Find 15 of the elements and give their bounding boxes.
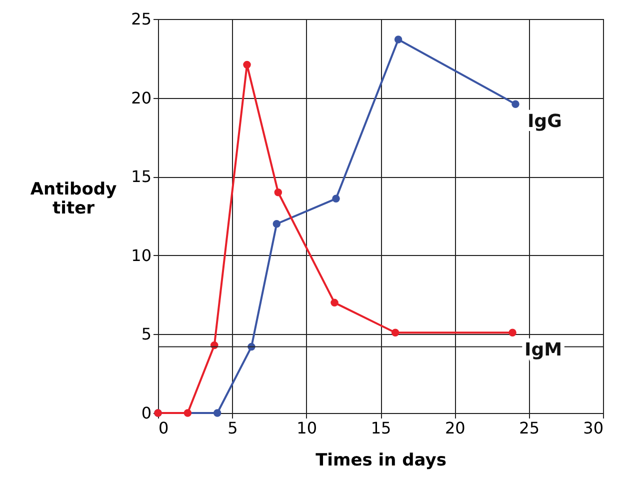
y-tick-label: 0 [141, 404, 152, 422]
y-tick-label: 25 [131, 10, 152, 28]
y-axis-title: Antibody titer [30, 180, 117, 218]
x-tick-label: 15 [370, 418, 392, 438]
y-tick-label: 5 [141, 324, 152, 344]
y-tick-label: 15 [131, 167, 152, 186]
x-tick-label: 0 [158, 418, 169, 438]
y-tick-label: 10 [131, 246, 152, 265]
x-tick-label: 20 [444, 418, 466, 438]
x-tick-label: 5 [228, 418, 238, 438]
x-tick-label: 10 [296, 418, 318, 438]
y-tick-label: 20 [131, 88, 152, 108]
x-tick-label: 30 [583, 418, 604, 438]
x-axis-title: Times in days [316, 450, 446, 470]
x-tick-label: 25 [519, 418, 540, 438]
